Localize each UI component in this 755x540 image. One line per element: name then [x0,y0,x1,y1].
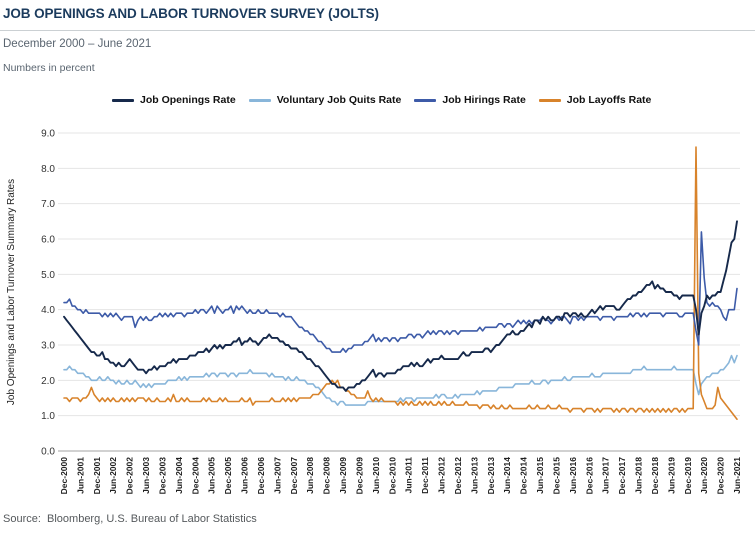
x-tick-label-Dec-2003: Dec-2003 [157,457,167,495]
x-tick-label-Jun-2013: Jun-2013 [469,457,479,494]
x-tick-label-Dec-2006: Dec-2006 [256,457,266,495]
x-tick-label-Dec-2018: Dec-2018 [650,457,660,495]
y-tick-label-3: 3.0 [41,341,55,352]
chart-area: 0.0 1.0 2.0 3.0 4.0 5.0 6.0 7.0 8.0 9.0 Dec-2000 Ju… [0,118,755,508]
y-tick-label-1: 1.0 [41,411,55,422]
x-tick-label-Dec-2010: Dec-2010 [387,457,397,495]
x-tick-label-Jun-2009: Jun-2009 [338,457,348,494]
x-tick-label-Jun-2008: Jun-2008 [305,457,315,494]
x-tick-label-Jun-2021: Jun-2021 [732,457,742,494]
legend-swatch-0 [112,98,134,102]
legend-item-1: Voluntary Job Quits Rate [248,94,402,106]
x-tick-label-Jun-2018: Jun-2018 [634,457,644,494]
y-tick-label-2: 2.0 [41,376,55,387]
x-tick-label-Dec-2016: Dec-2016 [584,457,594,495]
x-tick-label-Jun-2017: Jun-2017 [601,457,611,494]
x-tick-label-Dec-2019: Dec-2019 [683,457,693,495]
legend-label-1: Voluntary Job Quits Rate [276,94,402,106]
x-tick-label-Jun-2011: Jun-2011 [404,457,414,494]
x-tick-label-Dec-2011: Dec-2011 [420,457,430,494]
title-divider [0,30,755,31]
x-tick-label-Jun-2020: Jun-2020 [699,457,709,494]
x-tick-label-Dec-2008: Dec-2008 [322,457,332,495]
x-tick-label-Jun-2016: Jun-2016 [568,457,578,494]
x-tick-label-Jun-2015: Jun-2015 [535,457,545,494]
x-tick-label-Dec-2005: Dec-2005 [223,457,233,495]
series-line-job-hirings-rate [63,231,738,353]
x-tick-label-Jun-2004: Jun-2004 [174,457,184,494]
x-tick-label-Jun-2007: Jun-2007 [272,457,282,494]
page-title: JOB OPENINGS AND LABOR TURNOVER SURVEY (… [3,6,379,21]
legend-swatch-2 [414,98,437,102]
x-tick-label-Jun-2012: Jun-2012 [437,457,447,494]
series-line-voluntary-job-quits-rate [63,354,738,406]
y-axis-title: Job Openings and Labor Turnover Summary … [6,179,17,405]
y-tick-label-5: 5.0 [41,270,55,281]
legend-item-3: Job Layoffs Rate [538,94,652,106]
chart-legend: Job Openings Rate Voluntary Job Quits Rat… [112,94,651,106]
x-tick-label-Jun-2014: Jun-2014 [502,457,512,494]
legend-label-0: Job Openings Rate [140,94,236,106]
legend-label-3: Job Layoffs Rate [566,94,652,106]
y-tick-label-8: 8.0 [41,164,55,175]
jolts-chart: 0.0 1.0 2.0 3.0 4.0 5.0 6.0 7.0 8.0 9.0 Dec-2000 Ju… [6,129,742,495]
y-tick-label-7: 7.0 [41,199,55,210]
series-line-job-openings-rate [63,220,738,392]
series-line-job-layoffs-rate [63,146,738,421]
y-tick-label-9: 9.0 [41,129,55,140]
x-tick-label-Dec-2013: Dec-2013 [486,457,496,495]
legend-item-2: Job Hirings Rate [414,94,526,106]
x-tick-label-Dec-2014: Dec-2014 [519,457,529,495]
x-tick-label-Dec-2017: Dec-2017 [617,457,627,495]
x-tick-label-Jun-2006: Jun-2006 [240,457,250,494]
x-tick-label-Jun-2001: Jun-2001 [75,457,85,494]
x-tick-label-Dec-2007: Dec-2007 [289,457,299,495]
legend-item-0: Job Openings Rate [112,94,236,106]
legend-swatch-3 [538,98,561,102]
x-tick-label-Dec-2015: Dec-2015 [551,457,561,495]
date-range-subtitle: December 2000 – June 2021 [3,38,152,50]
x-tick-label-Dec-2000: Dec-2000 [59,457,69,495]
source-attribution: Source: Bloomberg, U.S. Bureau of Labor … [3,513,257,525]
x-tick-label-Jun-2005: Jun-2005 [207,457,217,494]
legend-label-2: Job Hirings Rate [442,94,526,106]
x-tick-label-Dec-2001: Dec-2001 [92,457,102,495]
x-tick-label-Jun-2003: Jun-2003 [141,457,151,494]
x-tick-label-Dec-2004: Dec-2004 [190,457,200,495]
x-tick-label-Dec-2009: Dec-2009 [354,457,364,495]
y-tick-label-4: 4.0 [41,305,55,316]
y-tick-label-0: 0.0 [41,447,55,458]
units-note: Numbers in percent [3,62,95,74]
x-tick-label-Dec-2002: Dec-2002 [125,457,135,495]
x-tick-label-Dec-2012: Dec-2012 [453,457,463,495]
legend-swatch-1 [248,98,271,102]
y-tick-label-6: 6.0 [41,235,55,246]
x-tick-label-Dec-2020: Dec-2020 [716,457,726,495]
x-tick-label-Jun-2010: Jun-2010 [371,457,381,494]
x-tick-label-Jun-2002: Jun-2002 [108,457,118,494]
x-tick-label-Jun-2019: Jun-2019 [666,457,676,494]
